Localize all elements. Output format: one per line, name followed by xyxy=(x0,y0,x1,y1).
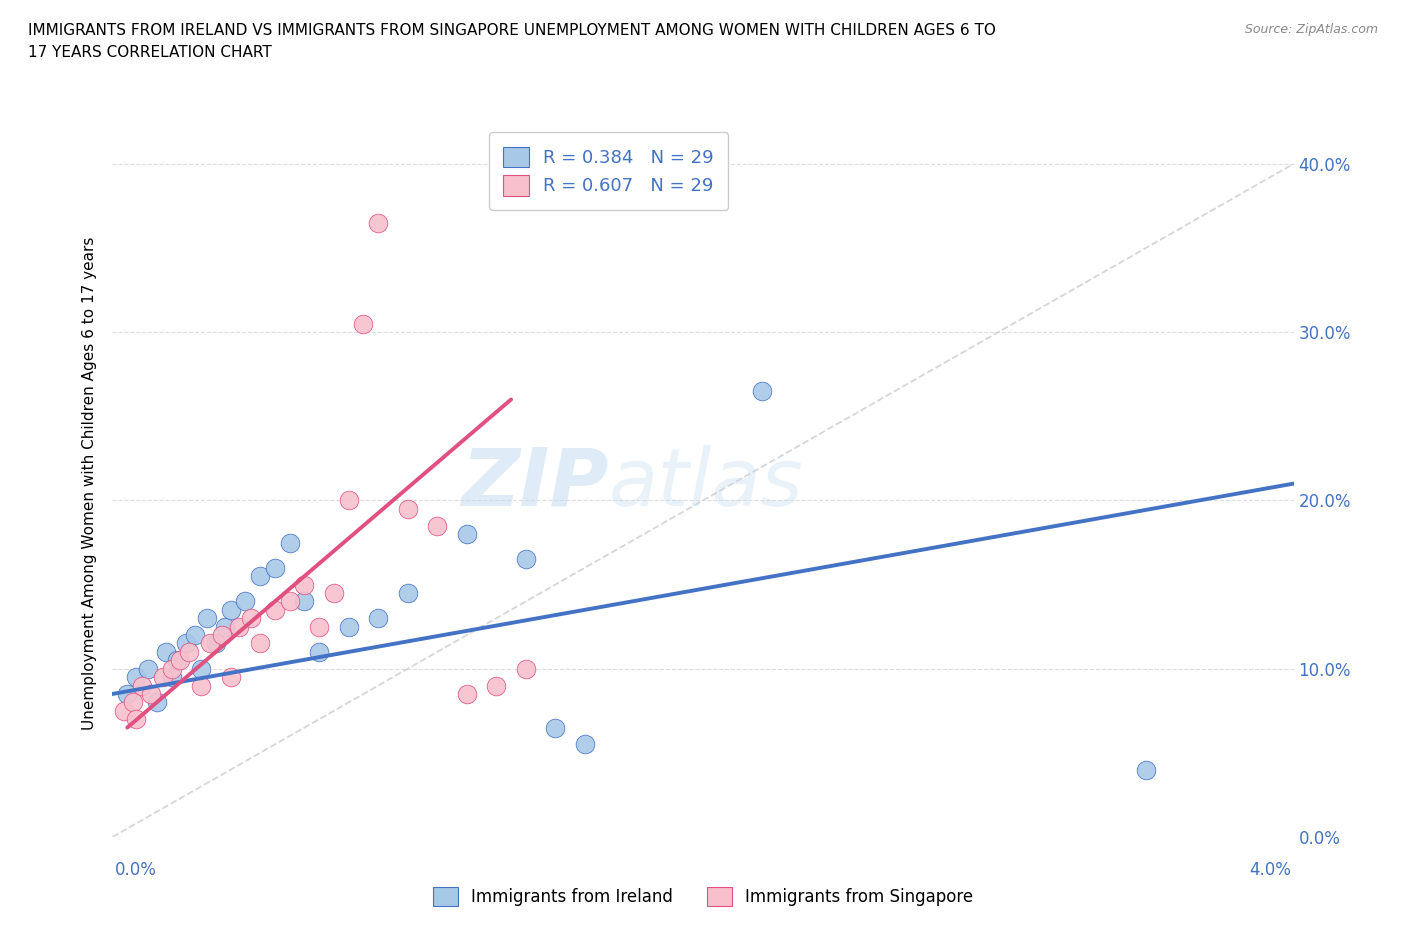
Point xyxy=(125,670,148,684)
Point xyxy=(219,670,242,684)
Point xyxy=(352,316,374,331)
Point xyxy=(190,678,212,693)
Point xyxy=(184,628,207,643)
Point xyxy=(456,686,478,701)
Point xyxy=(219,603,242,618)
Point xyxy=(160,670,183,684)
Point xyxy=(278,594,301,609)
Point xyxy=(515,661,537,676)
Point xyxy=(1135,763,1157,777)
Point xyxy=(131,678,153,693)
Text: Source: ZipAtlas.com: Source: ZipAtlas.com xyxy=(1244,23,1378,36)
Point xyxy=(396,501,419,516)
Point xyxy=(292,594,315,609)
Point xyxy=(155,644,177,659)
Point xyxy=(337,493,360,508)
Point xyxy=(485,678,508,693)
Point xyxy=(426,518,449,533)
Point xyxy=(544,720,567,735)
Point xyxy=(174,636,197,651)
Point xyxy=(456,526,478,541)
Point xyxy=(179,644,201,659)
Text: 0.0%: 0.0% xyxy=(115,860,157,879)
Point xyxy=(205,636,228,651)
Point xyxy=(146,695,169,710)
Point xyxy=(574,737,596,751)
Point xyxy=(190,661,212,676)
Point xyxy=(337,619,360,634)
Point xyxy=(228,619,250,634)
Point xyxy=(166,653,188,668)
Point xyxy=(249,636,271,651)
Point xyxy=(112,703,135,718)
Point xyxy=(214,619,236,634)
Point xyxy=(367,611,389,626)
Point xyxy=(515,551,537,566)
Point xyxy=(240,611,263,626)
Point xyxy=(308,644,330,659)
Point xyxy=(117,686,138,701)
Point xyxy=(198,636,221,651)
Point xyxy=(136,661,159,676)
Point xyxy=(233,594,256,609)
Point xyxy=(169,653,191,668)
Point xyxy=(367,216,389,231)
Point xyxy=(211,628,233,643)
Point xyxy=(323,586,346,601)
Point xyxy=(125,711,148,726)
Point xyxy=(278,535,301,550)
Y-axis label: Unemployment Among Women with Children Ages 6 to 17 years: Unemployment Among Women with Children A… xyxy=(82,237,97,730)
Point xyxy=(264,560,287,575)
Point xyxy=(160,661,183,676)
Point xyxy=(264,603,287,618)
Point xyxy=(195,611,218,626)
Text: 4.0%: 4.0% xyxy=(1249,860,1291,879)
Point xyxy=(249,569,271,584)
Text: 17 YEARS CORRELATION CHART: 17 YEARS CORRELATION CHART xyxy=(28,45,271,60)
Text: atlas: atlas xyxy=(609,445,803,523)
Point xyxy=(308,619,330,634)
Text: IMMIGRANTS FROM IRELAND VS IMMIGRANTS FROM SINGAPORE UNEMPLOYMENT AMONG WOMEN WI: IMMIGRANTS FROM IRELAND VS IMMIGRANTS FR… xyxy=(28,23,995,38)
Point xyxy=(396,586,419,601)
Point xyxy=(152,670,174,684)
Legend: Immigrants from Ireland, Immigrants from Singapore: Immigrants from Ireland, Immigrants from… xyxy=(425,878,981,914)
Point xyxy=(292,578,315,592)
Legend: R = 0.384   N = 29, R = 0.607   N = 29: R = 0.384 N = 29, R = 0.607 N = 29 xyxy=(489,132,728,210)
Text: ZIP: ZIP xyxy=(461,445,609,523)
Point xyxy=(751,383,773,398)
Point xyxy=(139,686,162,701)
Point xyxy=(122,695,145,710)
